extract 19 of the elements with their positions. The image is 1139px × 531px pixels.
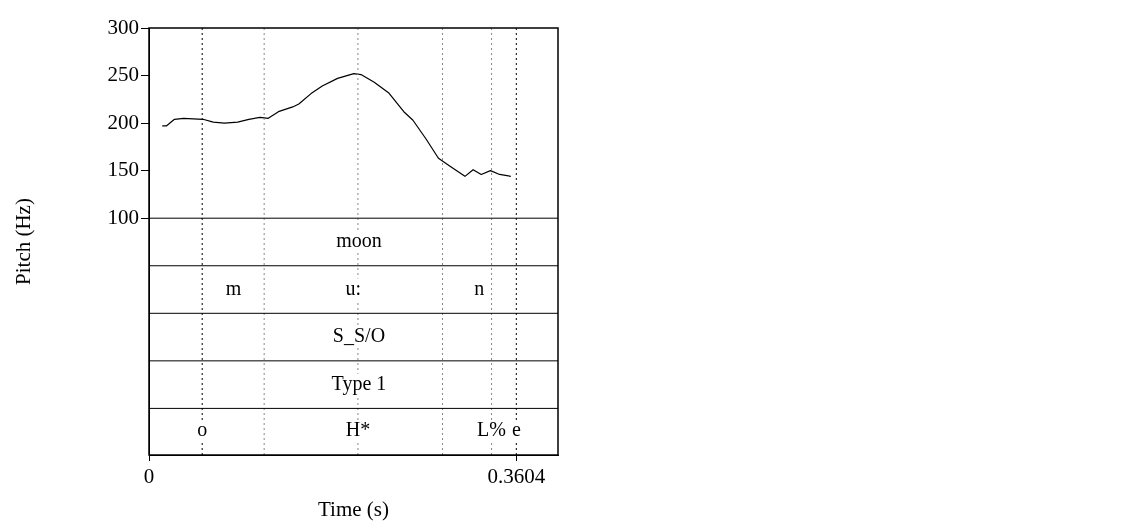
- annotation: u:: [345, 276, 362, 299]
- annotation: e: [511, 418, 521, 441]
- annotation: n: [474, 276, 485, 299]
- annotation: moon: [336, 229, 382, 252]
- y-tick-label: 300: [107, 14, 139, 39]
- y-tick-label: 100: [107, 204, 139, 229]
- annotation: o: [197, 418, 208, 441]
- annotation: L%: [477, 418, 506, 441]
- annotation: S_S/O: [332, 324, 386, 347]
- y-tick-label: 200: [107, 109, 139, 134]
- x-tick-label: 0.3604: [487, 464, 546, 489]
- annotation: m: [225, 276, 242, 299]
- x-axis-title: Time (s): [318, 496, 389, 521]
- y-axis-title: Pitch (Hz): [11, 198, 36, 285]
- y-tick-label: 250: [107, 62, 139, 87]
- y-tick-label: 150: [107, 157, 139, 182]
- x-tick-label: 0: [143, 464, 155, 489]
- annotation: Type 1: [331, 371, 387, 395]
- annotation: H*: [345, 418, 371, 441]
